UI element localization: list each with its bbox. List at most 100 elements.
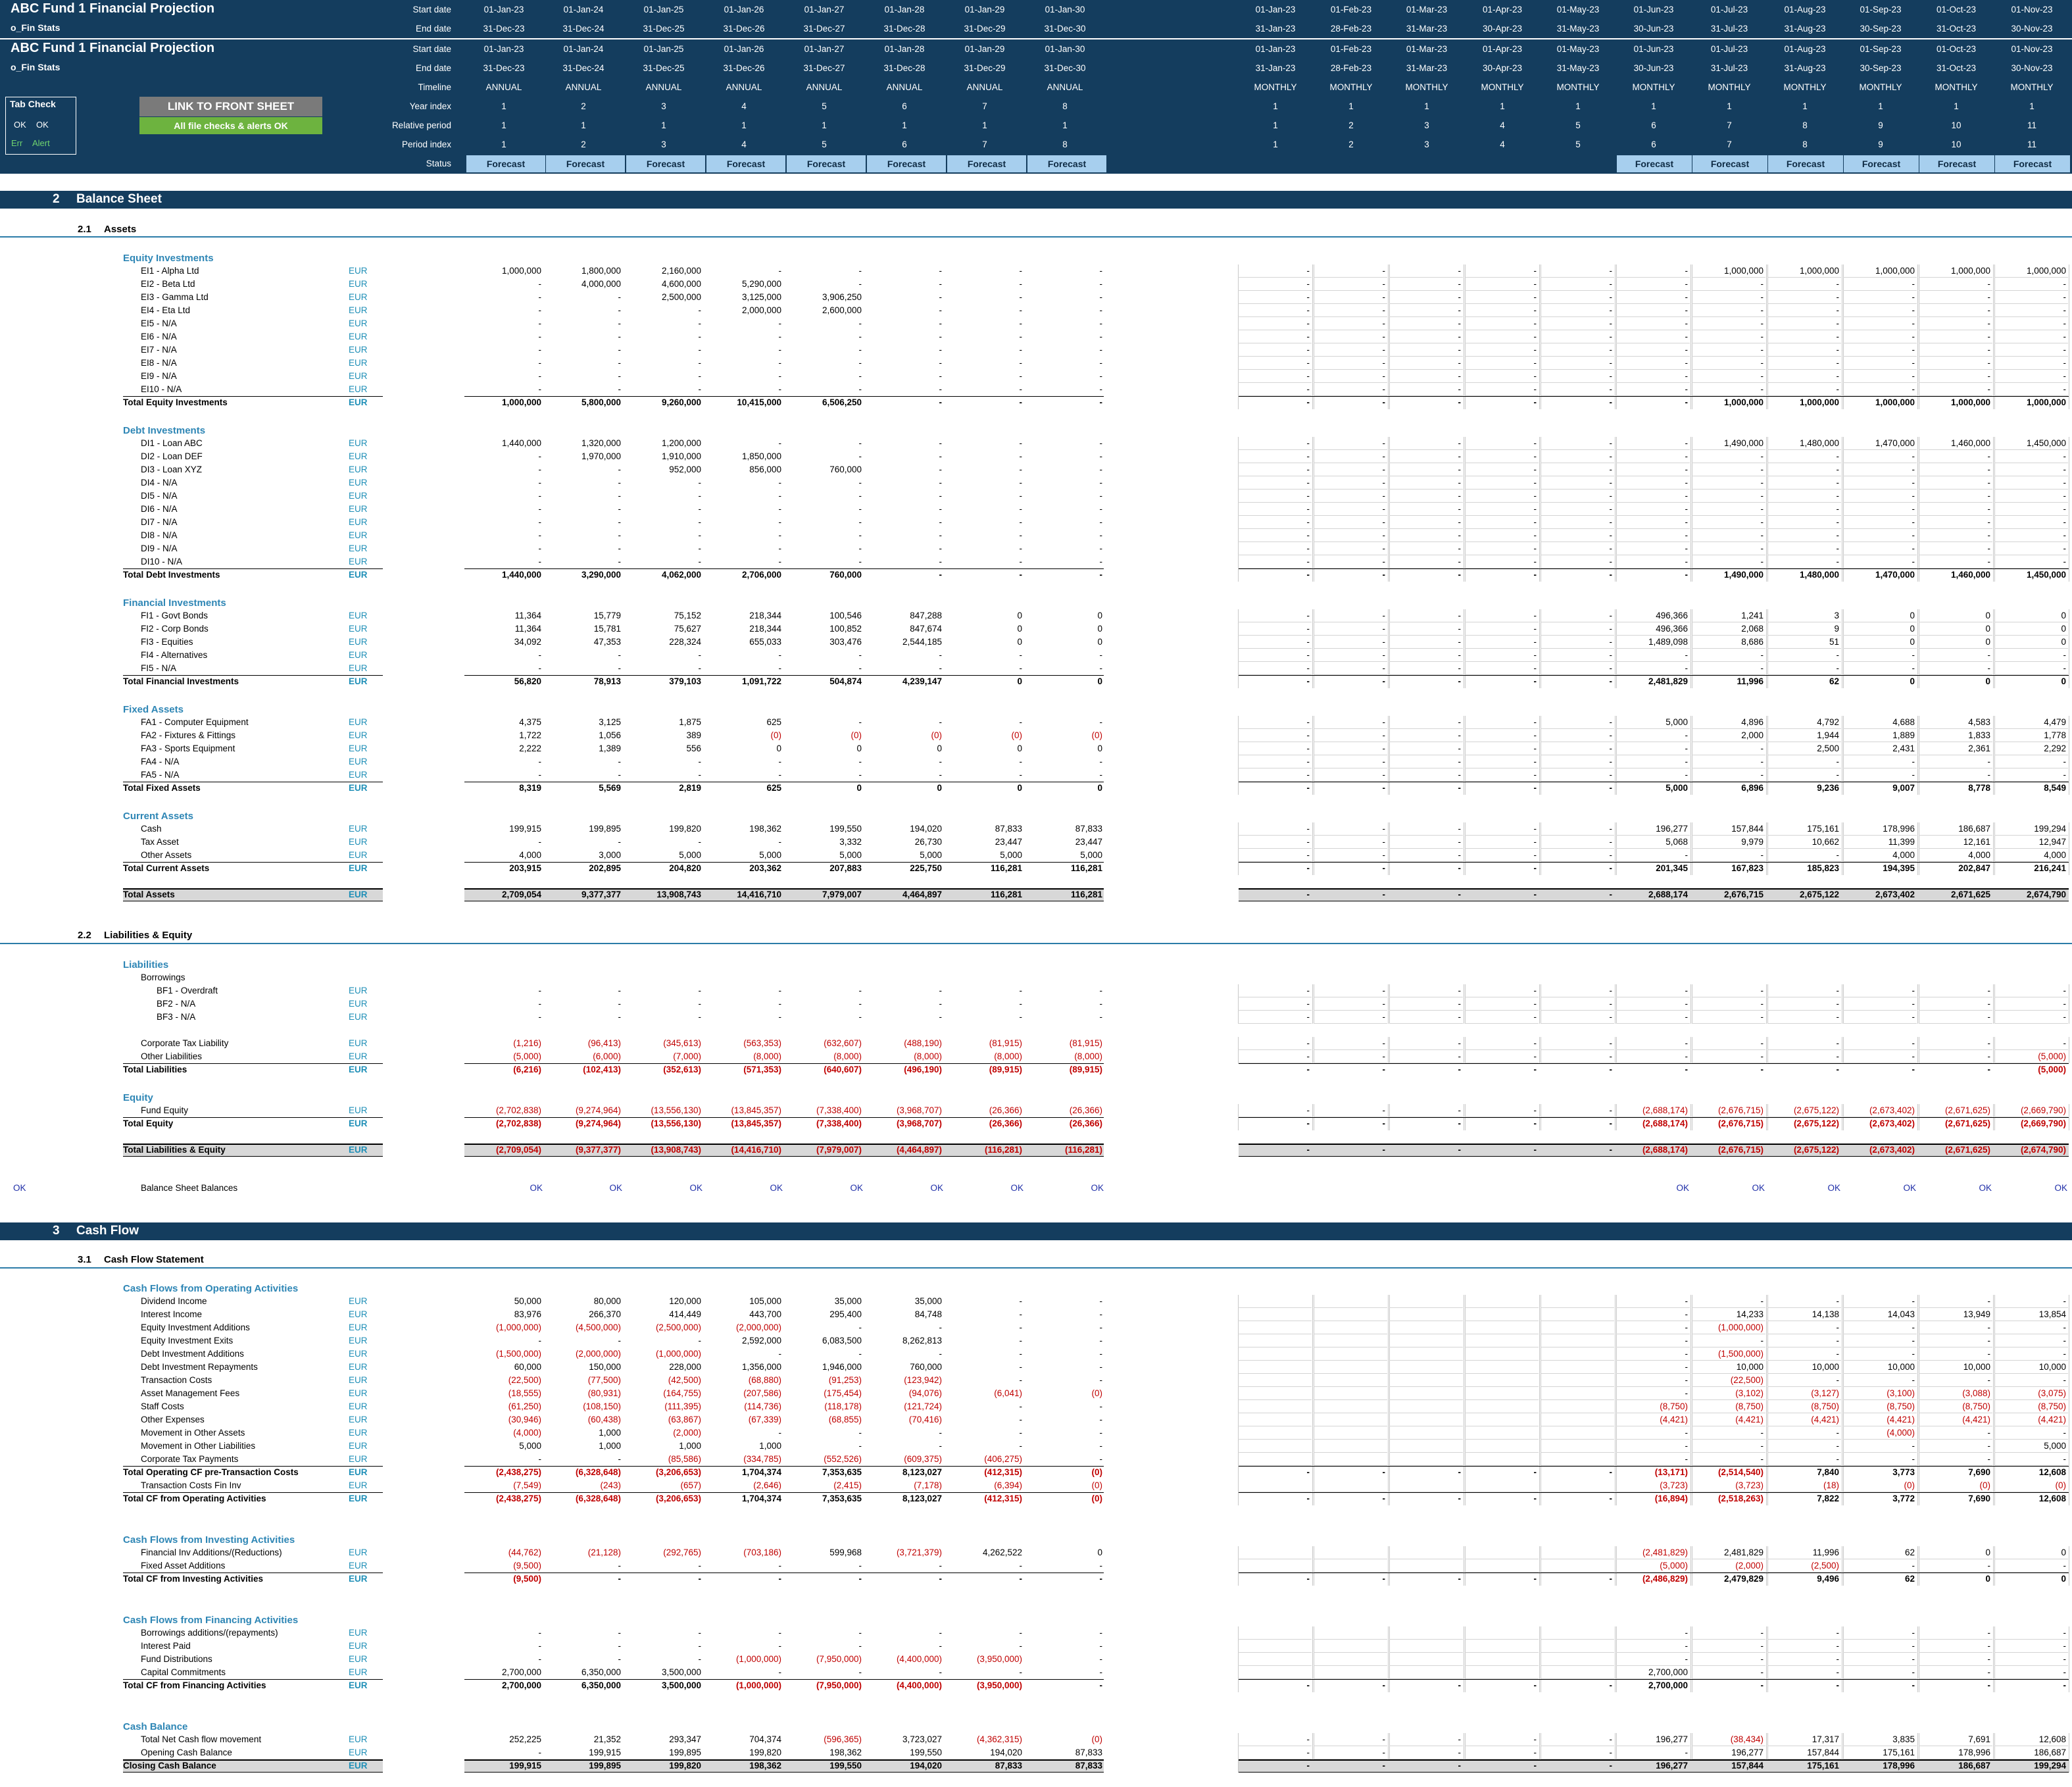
annual-value-cell: - bbox=[778, 491, 782, 501]
grid-row-line bbox=[1541, 1399, 1614, 1400]
header-cell-monthly-timeline: MONTHLY bbox=[1783, 82, 1827, 92]
unit-label: EUR bbox=[349, 465, 368, 474]
grid-row-line bbox=[1843, 502, 1917, 503]
header-cell-monthly-end: 30-Nov-23 bbox=[2011, 63, 2053, 73]
monthly-value-cell: - bbox=[1609, 863, 1613, 873]
annual-value-cell: (9,500) bbox=[513, 1574, 541, 1584]
annual-value-cell: (2,000) bbox=[673, 1428, 701, 1438]
grid-cell-column bbox=[1465, 1546, 1540, 1586]
grid-row-line bbox=[1692, 356, 1765, 357]
annual-value-cell: 379,103 bbox=[669, 676, 701, 686]
annual-value-cell: 116,281 bbox=[990, 890, 1022, 899]
sheet-subtitle: o_Fin Stats bbox=[11, 22, 61, 33]
annual-value-cell: (0) bbox=[1091, 1480, 1103, 1490]
monthly-value-cell: - bbox=[1912, 1454, 1915, 1464]
monthly-value-cell: - bbox=[1685, 757, 1689, 767]
annual-value-cell: - bbox=[618, 1641, 622, 1651]
annual-value-cell: - bbox=[1099, 358, 1103, 368]
annual-value-cell: - bbox=[1019, 504, 1023, 514]
unit-label: EUR bbox=[349, 663, 368, 673]
header-cell-monthly-end: 31-Aug-23 bbox=[1784, 24, 1826, 34]
monthly-value-cell: - bbox=[1382, 332, 1386, 341]
grid-cell-column bbox=[1465, 437, 1540, 582]
annual-value-cell: - bbox=[1099, 345, 1103, 355]
annual-value-cell: - bbox=[858, 517, 862, 527]
annual-value-cell: 47,353 bbox=[593, 637, 621, 647]
monthly-value-cell: - bbox=[1382, 1119, 1386, 1128]
grid-row-line bbox=[1767, 1465, 1841, 1466]
monthly-value-cell: 1,000,000 bbox=[1950, 266, 1990, 276]
grid-row-line bbox=[1692, 848, 1765, 849]
monthly-value-cell: - bbox=[1533, 783, 1537, 793]
grid-row-line bbox=[1389, 303, 1463, 304]
monthly-value-cell: - bbox=[1912, 332, 1915, 341]
unit-label: EUR bbox=[349, 1561, 368, 1571]
grid-row-line bbox=[1616, 290, 1690, 291]
annual-value-cell: - bbox=[858, 663, 862, 673]
annual-value-cell: - bbox=[698, 1561, 702, 1571]
annual-value-cell: 116,281 bbox=[1070, 863, 1102, 873]
monthly-value-cell: - bbox=[1836, 517, 1840, 527]
monthly-value-cell: - bbox=[1609, 397, 1613, 407]
monthly-value-cell: - bbox=[1382, 491, 1386, 501]
annual-value-cell: 704,374 bbox=[749, 1734, 781, 1744]
monthly-value-cell: 1,460,000 bbox=[1950, 438, 1990, 448]
annual-value-cell: (13,908,743) bbox=[651, 1145, 701, 1155]
header-cell-annual-start: 01-Jan-26 bbox=[724, 44, 764, 54]
total-rule bbox=[123, 675, 383, 676]
annual-value-cell: 0 bbox=[1097, 783, 1102, 793]
total-rule bbox=[123, 1144, 383, 1145]
annual-value-cell: - bbox=[618, 1012, 622, 1022]
grid-cell-column bbox=[1616, 1626, 1691, 1692]
annual-value-cell: 87,833 bbox=[1075, 1761, 1102, 1771]
grid-row-line bbox=[1692, 1652, 1765, 1653]
annual-value-cell: - bbox=[618, 318, 622, 328]
grid-row-line bbox=[1767, 835, 1841, 836]
monthly-value-cell: - bbox=[2063, 1336, 2067, 1346]
annual-value-cell: - bbox=[1099, 1654, 1103, 1664]
header-cell-annual-year_index: 2 bbox=[581, 101, 586, 111]
monthly-value-cell: - bbox=[1533, 730, 1537, 740]
grid-row-line bbox=[1843, 1386, 1917, 1387]
header-cell-annual-period: 1 bbox=[501, 139, 506, 149]
annual-value-cell: (8,000) bbox=[914, 1051, 942, 1061]
file-checks-status-button[interactable]: All file checks & alerts OK bbox=[139, 117, 322, 134]
grid-row-line bbox=[1616, 541, 1690, 542]
grid-cell-column bbox=[1767, 716, 1842, 795]
grid-cell-column bbox=[1919, 609, 1994, 688]
annual-value-cell: 225,750 bbox=[910, 863, 942, 873]
annual-value-cell: 856,000 bbox=[749, 465, 781, 474]
annual-value-cell: 87,833 bbox=[995, 824, 1022, 834]
monthly-value-cell: 0 bbox=[1910, 676, 1915, 686]
total-row-highlight bbox=[1239, 1144, 2069, 1156]
grid-row-line bbox=[1692, 316, 1765, 317]
monthly-value-cell: - bbox=[1382, 438, 1386, 448]
grid-row-line bbox=[1541, 316, 1614, 317]
annual-value-cell: 1,800,000 bbox=[581, 266, 621, 276]
annual-value-cell: 15,781 bbox=[593, 624, 621, 634]
annual-value-cell: (108,150) bbox=[583, 1401, 621, 1411]
monthly-value-cell: 2,479,829 bbox=[1723, 1574, 1764, 1584]
annual-value-cell: (7,338,400) bbox=[816, 1119, 862, 1128]
annual-value-cell: - bbox=[1099, 999, 1103, 1009]
monthly-value-cell: - bbox=[1609, 530, 1613, 540]
grid-row-line bbox=[1994, 661, 2068, 662]
total-rule bbox=[123, 1679, 383, 1680]
annual-value-cell: (552,526) bbox=[824, 1454, 862, 1464]
grid-cell-column bbox=[1616, 1733, 1691, 1773]
grid-cell-column bbox=[1767, 1733, 1842, 1773]
monthly-value-cell: (2,671,625) bbox=[1944, 1119, 1990, 1128]
monthly-value-cell: - bbox=[1685, 517, 1689, 527]
unit-label: EUR bbox=[349, 986, 368, 995]
grid-row-line bbox=[1692, 835, 1765, 836]
monthly-value-cell: - bbox=[1609, 318, 1613, 328]
annual-value-cell: - bbox=[858, 1561, 862, 1571]
grid-row-line bbox=[1919, 648, 1992, 649]
grid-row-line bbox=[1465, 1452, 1539, 1453]
link-front-sheet-button[interactable]: LINK TO FRONT SHEET bbox=[139, 97, 322, 116]
monthly-value-cell: - bbox=[1760, 1454, 1764, 1464]
annual-value-cell: - bbox=[858, 1441, 862, 1451]
monthly-value-cell: 1,480,000 bbox=[1799, 438, 1839, 448]
monthly-value-cell: - bbox=[1458, 1761, 1462, 1771]
annual-value-cell: - bbox=[698, 517, 702, 527]
